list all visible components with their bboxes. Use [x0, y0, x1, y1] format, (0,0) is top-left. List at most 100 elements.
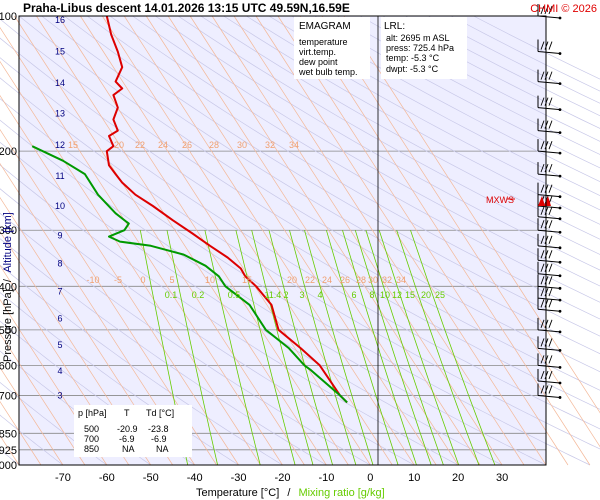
legend-dew-point: dew point	[299, 57, 338, 67]
y-tick-label: 500	[0, 325, 17, 337]
y-axis-label-separator: /	[2, 278, 14, 282]
isotherm-label: 22	[135, 140, 145, 150]
dry-adiabat-line	[0, 37, 600, 410]
mixing-ratio-line	[166, 230, 218, 466]
wind-barb	[548, 319, 553, 328]
wind-barb	[540, 184, 545, 193]
wind-barb	[558, 309, 562, 313]
wind-barb	[537, 347, 561, 351]
wind-barb	[548, 71, 553, 80]
table-header-td: Td [°C]	[146, 408, 174, 418]
wind-barb	[540, 319, 545, 328]
x-tick-label: 20	[452, 472, 464, 484]
isotherm-label: -5	[114, 275, 122, 285]
isotherm-line	[0, 366, 64, 466]
mixing-ratio-label: 15	[405, 290, 415, 300]
wind-barb	[540, 120, 545, 129]
lrl-temp: temp: -5.3 °C	[386, 53, 440, 63]
x-axis-label: Temperature [°C] / Mixing ratio [g/kg]	[196, 487, 385, 499]
wind-barb	[540, 141, 545, 150]
table-cell: -6.9	[119, 434, 135, 444]
isotherm-label: 20	[114, 140, 124, 150]
isotherm-line	[0, 332, 86, 466]
lrl-box: LRL: alt: 2695 m ASL press: 725.4 hPa te…	[381, 17, 467, 79]
wind-barb	[548, 370, 553, 380]
wind-barb	[540, 250, 545, 259]
isotherm-label: 26	[182, 140, 192, 150]
table-cell: NA	[156, 444, 169, 454]
wind-barb	[558, 131, 562, 135]
lrl-press: press: 725.4 hPa	[386, 43, 454, 53]
isotherm-label: 26	[340, 275, 350, 285]
legend-box: EMAGRAM temperature virt.temp. dew point…	[294, 17, 370, 79]
wind-barb	[558, 174, 562, 178]
x-axis-label-separator: /	[287, 487, 291, 499]
y-axis-label: Pressure [hPa] / Altitude [km]	[2, 212, 14, 362]
x-tick-label: 10	[408, 472, 420, 484]
wind-barb	[540, 97, 545, 106]
mixing-ratio-line	[251, 230, 314, 466]
isotherm-label: 0	[140, 275, 145, 285]
dry-adiabat-line	[0, 414, 64, 466]
wind-barb	[544, 5, 549, 15]
wind-barb	[548, 385, 553, 394]
wind-barb	[537, 285, 561, 289]
isotherm-label: 15	[68, 140, 78, 150]
isotherm-label: 30	[368, 275, 378, 285]
dry-adiabat-line	[109, 15, 600, 303]
isotherm-line	[0, 264, 130, 466]
table-cell: NA	[122, 444, 135, 454]
y-tick-label: 850	[0, 428, 17, 440]
dry-adiabat-line	[246, 15, 600, 211]
mixing-ratio-line	[326, 230, 399, 466]
dry-adiabat-line	[0, 212, 371, 466]
dry-adiabat-line	[0, 264, 283, 466]
wind-barb	[540, 263, 545, 272]
wind-barb	[540, 370, 545, 380]
y-tick-label: 925	[0, 445, 17, 457]
altitude-tick-label: 6	[57, 314, 62, 324]
wind-barb	[540, 338, 545, 347]
wind-barb	[558, 330, 562, 334]
isotherm-line	[36, 15, 327, 466]
isotherm-label: 32	[265, 140, 275, 150]
wind-barb	[540, 41, 545, 50]
isotherm-line	[0, 298, 108, 466]
wind-barb	[558, 195, 562, 199]
wind-barb	[558, 217, 562, 221]
isotherm-line	[299, 15, 591, 466]
isotherm-line	[0, 128, 217, 466]
x-tick-label: -10	[318, 472, 334, 484]
x-tick-label: -60	[99, 472, 115, 484]
mixing-ratio-line	[410, 230, 496, 466]
lrl-alt: alt: 2695 m ASL	[386, 33, 450, 43]
isotherm-line	[0, 94, 239, 466]
x-tick-label: -70	[55, 472, 71, 484]
dry-adiabat-line	[200, 15, 600, 240]
isotherm-line	[211, 15, 503, 466]
wind-barb	[548, 163, 553, 173]
isotherm-label: 5	[169, 275, 174, 285]
mixing-ratio-line	[354, 230, 432, 466]
isotherm-label: 20	[287, 275, 297, 285]
mixing-ratio-line	[204, 230, 261, 466]
wind-barb	[548, 97, 553, 106]
wind-barb	[537, 329, 561, 333]
level-table: p [hPa] T Td [°C] 500 -20.9 -23.8 700 -6…	[74, 405, 192, 457]
altitude-tick-label: 4	[57, 366, 62, 376]
wind-barb	[537, 297, 561, 301]
altitude-tick-label: 14	[55, 78, 65, 88]
isotherm-line	[0, 162, 195, 466]
altitude-tick-label: 3	[57, 391, 62, 401]
isotherm-line	[343, 15, 600, 414]
wind-barb	[548, 220, 553, 229]
altitude-tick-label: 10	[55, 201, 65, 211]
wind-barb	[558, 82, 562, 86]
wind-barb	[540, 385, 545, 394]
wind-barb	[548, 299, 553, 308]
table-cell: -23.8	[148, 424, 169, 434]
x-axis-label-mixing: Mixing ratio [g/kg]	[298, 487, 384, 499]
lrl-dwpt: dwpt: -5.3 °C	[386, 64, 439, 74]
wind-barb	[537, 150, 561, 154]
wind-barb	[537, 273, 561, 277]
